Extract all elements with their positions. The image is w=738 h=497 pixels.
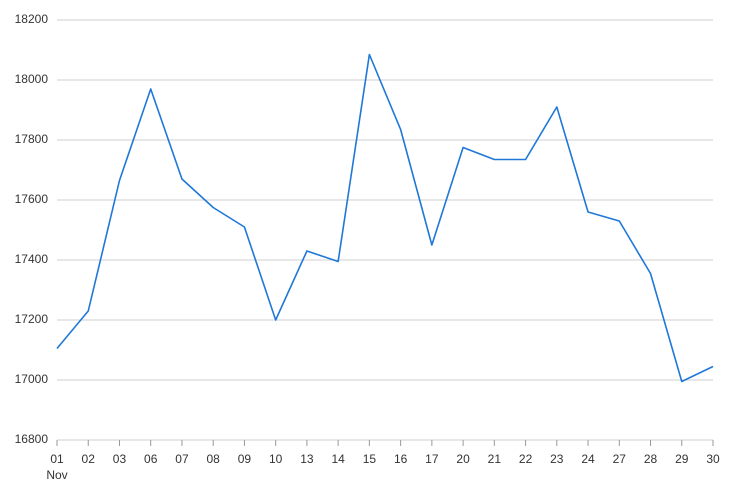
x-tick-label: 06 bbox=[144, 452, 158, 466]
y-tick-label: 17000 bbox=[15, 372, 49, 386]
x-tick-label: 10 bbox=[269, 452, 283, 466]
y-tick-label: 16800 bbox=[15, 432, 49, 446]
x-tick-label: 29 bbox=[675, 452, 689, 466]
x-tick-label: 07 bbox=[175, 452, 189, 466]
x-tick-label: 23 bbox=[550, 452, 564, 466]
y-tick-label: 18000 bbox=[15, 72, 49, 86]
y-tick-label: 17400 bbox=[15, 252, 49, 266]
x-tick-label: 15 bbox=[363, 452, 377, 466]
series-line bbox=[56, 53, 714, 383]
y-tick-label: 18200 bbox=[15, 12, 49, 26]
x-tick-label: 27 bbox=[613, 452, 627, 466]
x-tick-label: 16 bbox=[394, 452, 408, 466]
y-tick-label: 17600 bbox=[15, 192, 49, 206]
x-tick-label: 30 bbox=[706, 452, 720, 466]
y-tick-label: 17200 bbox=[15, 312, 49, 326]
x-tick-label: 08 bbox=[207, 452, 221, 466]
x-tick-label: 03 bbox=[113, 452, 127, 466]
x-tick-label: 20 bbox=[456, 452, 470, 466]
x-tick-label: 24 bbox=[581, 452, 595, 466]
x-tick-label: 28 bbox=[644, 452, 658, 466]
x-tick-label: 13 bbox=[300, 452, 314, 466]
x-tick-label: 21 bbox=[488, 452, 502, 466]
y-tick-label: 17800 bbox=[15, 132, 49, 146]
month-label: Nov bbox=[46, 468, 67, 482]
x-tick-label: 22 bbox=[519, 452, 533, 466]
x-tick-label: 14 bbox=[331, 452, 345, 466]
x-tick-label: 17 bbox=[425, 452, 439, 466]
x-tick-label: 09 bbox=[238, 452, 252, 466]
x-tick-label: 01 bbox=[50, 452, 64, 466]
x-tick-label: 02 bbox=[82, 452, 96, 466]
